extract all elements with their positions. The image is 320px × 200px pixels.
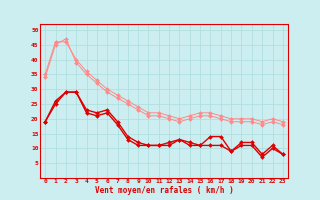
- X-axis label: Vent moyen/en rafales ( km/h ): Vent moyen/en rafales ( km/h ): [95, 186, 233, 195]
